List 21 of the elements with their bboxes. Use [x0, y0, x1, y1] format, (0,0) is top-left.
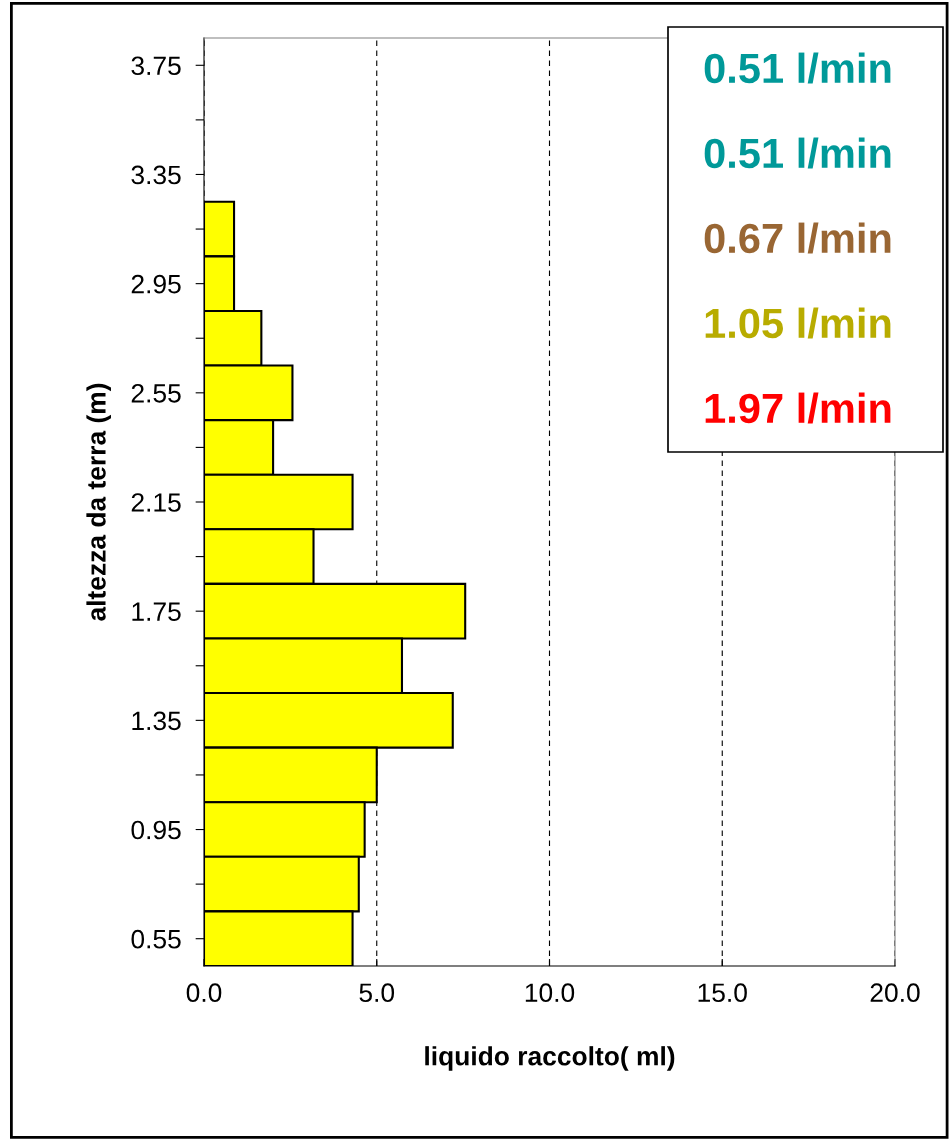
y-tick-label: 1.35 — [132, 711, 181, 731]
x-tick-label: 20.0 — [870, 983, 920, 1003]
y-tick-label: 2.95 — [131, 274, 181, 294]
x-axis-title: liquido raccolto( ml) — [425, 1046, 675, 1071]
annotation: 0.51 l/min — [704, 137, 891, 169]
y-tick-label: 3.35 — [131, 165, 181, 185]
annotation: 1.05 l/min — [705, 307, 891, 339]
annotation: 0.67 l/min — [704, 222, 891, 254]
y-tick-label: 0.55 — [131, 929, 181, 949]
annotation: 0.51 l/min — [704, 52, 891, 84]
x-tick-label: 15.0 — [698, 983, 747, 1003]
y-axis-title: altezza da terra (m) — [86, 383, 111, 621]
annotation: 1.97 l/min — [705, 392, 891, 424]
x-tick-label: 0.0 — [186, 983, 222, 1003]
y-tick-label: 2.15 — [131, 493, 181, 512]
y-tick-label: 2.55 — [131, 383, 181, 403]
y-tick-label: 0.95 — [131, 820, 181, 840]
x-tick-label: 10.0 — [525, 983, 575, 1003]
y-tick-label: 1.75 — [132, 602, 181, 621]
x-tick-label: 5.0 — [359, 983, 395, 1003]
y-tick-label: 3.75 — [131, 56, 181, 76]
